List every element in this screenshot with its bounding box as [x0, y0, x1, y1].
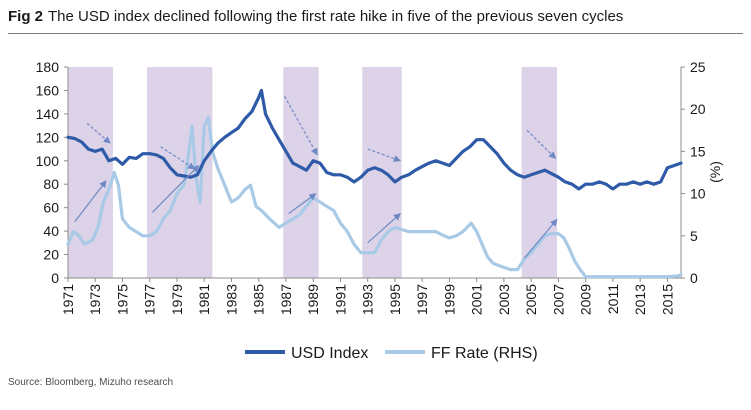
dashed-arrow-5: [284, 96, 318, 156]
usd-index-line: [66, 88, 683, 191]
left-tick-label: 180: [36, 59, 60, 75]
left-tick-label: 160: [36, 82, 60, 98]
x-tick-label: 1993: [360, 284, 376, 315]
x-tick-label: 1987: [278, 284, 294, 315]
legend: USD Index FF Rate (RHS): [245, 345, 538, 362]
x-tick-label: 1995: [387, 284, 403, 315]
x-tick-label: 1971: [60, 284, 76, 315]
legend-label-usd-index: USD Index: [291, 345, 368, 362]
x-tick-label: 1975: [114, 284, 130, 315]
x-tick-label: 2011: [605, 284, 621, 314]
x-tick-label: 1997: [414, 284, 430, 315]
x-tick-label: 1985: [251, 284, 267, 315]
x-tick-label: 1977: [142, 284, 158, 315]
solid-arrow-6: [288, 193, 317, 215]
left-tick-label: 20: [43, 247, 59, 263]
right-tick-label: 20: [690, 101, 706, 117]
x-tick-label: 2013: [632, 284, 648, 315]
figure-title: Fig 2 The USD index declined following th…: [8, 8, 623, 25]
right-tick-label: 5: [690, 228, 698, 244]
figure-title-text: The USD index declined following the fir…: [48, 8, 624, 25]
solid-arrow-4: [152, 164, 200, 213]
dashed-arrow-1: [86, 122, 111, 144]
solid-arrow-2: [74, 180, 107, 223]
dashed-arrow-7: [367, 148, 402, 162]
left-tick-label: 80: [43, 176, 59, 192]
title-divider: [8, 33, 743, 34]
left-tick-label: 100: [36, 153, 60, 169]
right-axis-label: (%): [707, 161, 723, 183]
annotation-arrows: [74, 96, 558, 259]
left-tick-label: 120: [36, 129, 60, 145]
right-tick-label: 15: [690, 143, 706, 159]
x-tick-label: 1981: [196, 284, 212, 315]
tick-labels: 0 20 40 60 80 100 120 140 160 180 0 5 10 15 20 25 (%) 197…: [36, 59, 723, 315]
source-note: Source: Bloomberg, Mizuho research: [8, 377, 174, 388]
x-tick-label: 1991: [332, 284, 348, 315]
legend-label-ff-rate: FF Rate (RHS): [431, 345, 538, 362]
dashed-arrow-3: [160, 146, 196, 170]
x-tick-label: 2005: [523, 284, 539, 315]
solid-arrow-8: [367, 213, 401, 244]
x-tick-label: 2015: [659, 284, 675, 315]
x-tick-label: 2001: [469, 284, 485, 315]
x-tick-label: 1989: [305, 284, 321, 315]
right-tick-label: 10: [690, 186, 706, 202]
series: [66, 88, 683, 279]
x-tick-label: 2007: [550, 284, 566, 315]
left-tick-label: 0: [51, 270, 59, 286]
left-tick-label: 140: [36, 106, 60, 122]
x-tick-label: 1999: [441, 284, 457, 315]
shaded-period-1: [68, 67, 113, 278]
left-tick-label: 60: [43, 200, 59, 216]
right-tick-label: 25: [690, 59, 706, 75]
x-tick-label: 2003: [496, 284, 512, 315]
ff-rate-line: [66, 115, 683, 279]
x-tick-label: 1983: [223, 284, 239, 315]
dashed-arrow-9: [526, 129, 557, 159]
left-tick-label: 40: [43, 223, 59, 239]
x-tick-label: 1979: [169, 284, 185, 315]
right-tick-label: 0: [690, 270, 698, 286]
x-tick-label: 2009: [578, 284, 594, 315]
figure-label: Fig 2: [8, 8, 44, 25]
solid-arrow-10: [523, 218, 558, 259]
shaded-period-3: [283, 67, 319, 278]
axes: [64, 66, 685, 282]
x-tick-label: 1973: [87, 284, 103, 315]
